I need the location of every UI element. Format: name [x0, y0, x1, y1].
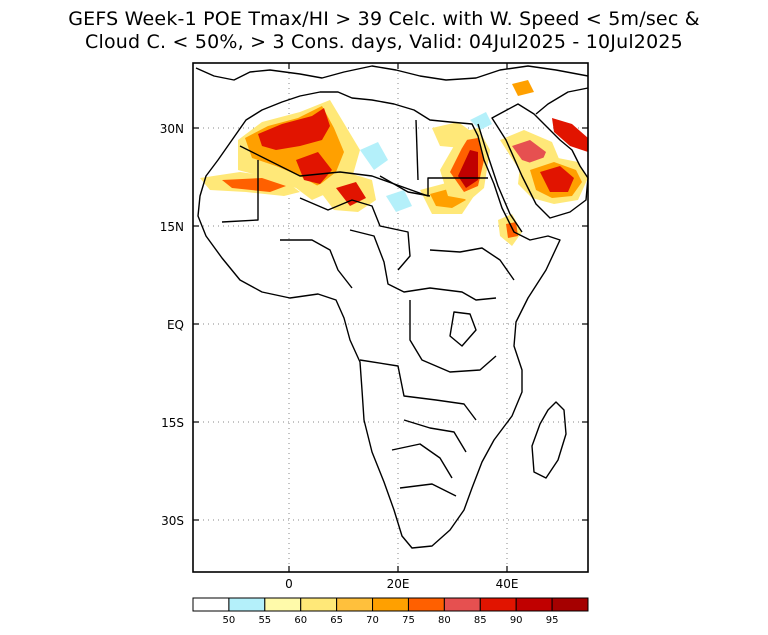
colorbar-level-label: 70 — [366, 615, 379, 626]
longitude-axis — [288, 63, 508, 572]
colorbar-swatch — [264, 597, 302, 612]
longitude-labels: 0 20E 40E — [285, 577, 518, 591]
lat-label-15s: 15S — [161, 416, 184, 430]
colorbar-swatch — [372, 597, 409, 612]
colorbar-level-label: 65 — [330, 615, 343, 626]
latitude-axis — [193, 127, 588, 521]
colorbar-swatch — [551, 597, 589, 612]
africa-coastline — [197, 91, 561, 549]
colorbar-swatch — [336, 597, 374, 612]
colorbar-level-label: 80 — [438, 615, 451, 626]
map-frame — [192, 62, 589, 573]
colorbar-swatch — [300, 597, 338, 612]
madagascar-coastline — [531, 401, 567, 479]
colorbar-labels: 50 55 60 65 70 75 80 85 90 95 — [223, 615, 559, 626]
lat-label-eq: EQ — [167, 318, 184, 332]
lat-label-15n: 15N — [160, 220, 184, 234]
colorbar-swatch — [479, 597, 517, 612]
colorbar — [192, 597, 589, 612]
colorbar-level-label: 75 — [402, 615, 415, 626]
latitude-labels: 30N 15N EQ 15S 30S — [160, 122, 184, 528]
colorbar-level-label: 55 — [258, 615, 271, 626]
colorbar-level-label: 85 — [474, 615, 487, 626]
colorbar-level-label: 95 — [546, 615, 559, 626]
colorbar-swatch — [515, 597, 553, 612]
lat-label-30n: 30N — [160, 122, 184, 136]
colorbar-swatch — [443, 597, 481, 612]
colorbar-level-label: 90 — [510, 615, 523, 626]
lon-label-40e: 40E — [496, 577, 519, 591]
colorbar-swatch — [228, 597, 266, 612]
lon-label-0: 0 — [285, 577, 293, 591]
coastlines-and-borders — [195, 65, 589, 549]
map-title-line-2: Cloud C. < 50%, > 3 Cons. days, Valid: 0… — [85, 31, 683, 53]
colorbar-level-label: 60 — [294, 615, 307, 626]
lat-label-30s: 30S — [161, 514, 184, 528]
colorbar-swatch — [407, 597, 445, 612]
colorbar-level-label: 50 — [223, 615, 236, 626]
colorbar-swatch — [192, 597, 230, 612]
map-title-line-1: GEFS Week-1 POE Tmax/HI > 39 Celc. with … — [68, 8, 700, 30]
lon-label-20e: 20E — [387, 577, 410, 591]
